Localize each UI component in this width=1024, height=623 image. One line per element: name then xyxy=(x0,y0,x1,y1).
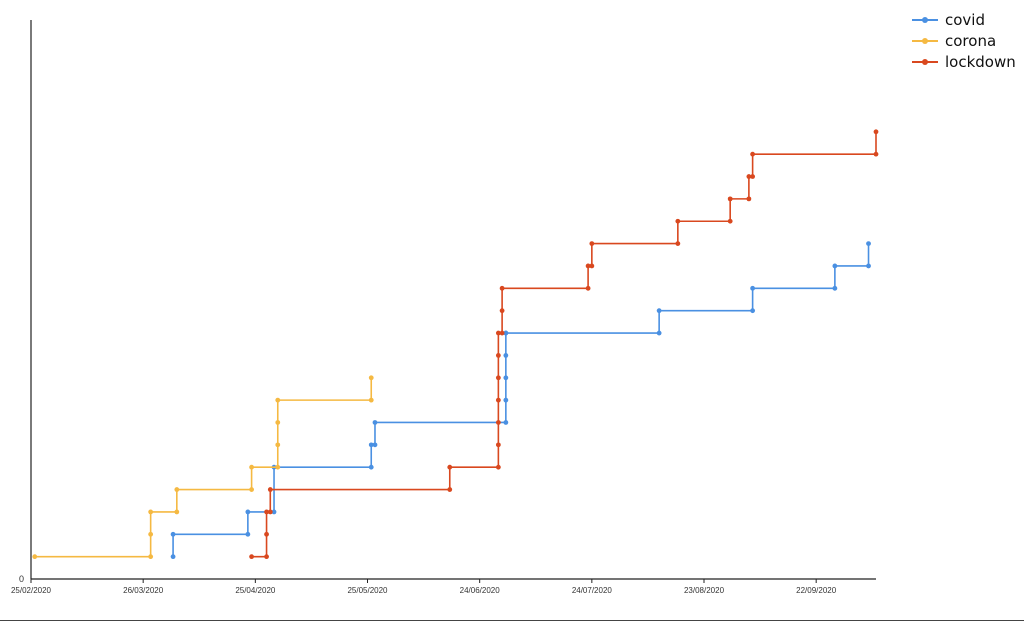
data-point-covid[interactable] xyxy=(170,531,176,537)
data-point-corona[interactable] xyxy=(368,397,374,403)
data-point-corona[interactable] xyxy=(249,464,254,470)
data-point-corona[interactable] xyxy=(148,509,154,515)
data-point-lockdown[interactable] xyxy=(873,129,879,135)
series-layer xyxy=(32,129,879,560)
data-point-lockdown[interactable] xyxy=(589,263,595,269)
y-tick-label-zero: 0 xyxy=(19,574,24,584)
x-tick-label: 26/03/2020 xyxy=(123,586,164,595)
x-tick-label: 25/05/2020 xyxy=(347,586,388,595)
data-point-lockdown[interactable] xyxy=(495,330,501,336)
data-point-lockdown[interactable] xyxy=(495,375,501,381)
data-point-corona[interactable] xyxy=(148,554,154,560)
legend-label-covid: covid xyxy=(945,10,985,29)
data-point-lockdown[interactable] xyxy=(727,196,733,202)
data-point-lockdown[interactable] xyxy=(264,554,269,560)
data-point-lockdown[interactable] xyxy=(499,285,505,291)
legend-label-lockdown: lockdown xyxy=(945,52,1016,71)
legend-swatch-lockdown xyxy=(912,57,938,67)
x-ticks: 25/02/2020 26/03/2020 25/04/2020 25/05/2020… xyxy=(11,579,837,595)
data-point-lockdown[interactable] xyxy=(727,218,733,224)
legend-item-covid[interactable]: covid xyxy=(912,9,1016,30)
data-point-corona[interactable] xyxy=(174,487,180,492)
data-point-corona[interactable] xyxy=(275,464,281,470)
series-line-corona xyxy=(34,377,373,558)
data-point-corona[interactable] xyxy=(275,397,281,403)
series-corona xyxy=(32,375,374,560)
data-point-lockdown[interactable] xyxy=(750,174,756,179)
data-point-covid[interactable] xyxy=(866,263,871,269)
data-point-lockdown[interactable] xyxy=(495,397,501,403)
data-point-lockdown[interactable] xyxy=(447,487,453,492)
data-point-covid[interactable] xyxy=(503,330,509,336)
data-point-lockdown[interactable] xyxy=(750,151,756,157)
data-point-lockdown[interactable] xyxy=(746,174,752,179)
data-point-covid[interactable] xyxy=(866,241,871,247)
data-point-lockdown[interactable] xyxy=(675,241,681,247)
x-tick-label: 24/07/2020 xyxy=(572,586,613,595)
data-point-lockdown[interactable] xyxy=(495,442,501,448)
data-point-covid[interactable] xyxy=(503,420,509,425)
data-point-corona[interactable] xyxy=(368,375,374,381)
x-tick-label: 23/08/2020 xyxy=(684,586,725,595)
data-point-lockdown[interactable] xyxy=(267,487,273,492)
data-point-covid[interactable] xyxy=(245,509,251,515)
data-point-lockdown[interactable] xyxy=(264,531,269,537)
data-point-corona[interactable] xyxy=(275,420,281,425)
x-tick-label: 22/09/2020 xyxy=(796,586,837,595)
legend-swatch-covid xyxy=(912,15,938,25)
data-point-lockdown[interactable] xyxy=(589,241,595,247)
data-point-lockdown[interactable] xyxy=(495,420,501,425)
legend-item-corona[interactable]: corona xyxy=(912,30,1016,51)
data-point-covid[interactable] xyxy=(503,397,509,403)
series-lockdown xyxy=(249,129,879,560)
data-point-lockdown[interactable] xyxy=(264,509,269,515)
data-point-covid[interactable] xyxy=(656,308,662,314)
data-point-lockdown[interactable] xyxy=(675,218,681,224)
data-point-lockdown[interactable] xyxy=(267,509,273,515)
data-point-lockdown[interactable] xyxy=(495,353,501,358)
x-tick-label: 25/02/2020 xyxy=(11,586,52,595)
legend: covid corona lockdown xyxy=(912,9,1016,72)
data-point-covid[interactable] xyxy=(245,531,251,537)
data-point-covid[interactable] xyxy=(503,353,509,358)
data-point-lockdown[interactable] xyxy=(447,464,453,470)
data-point-lockdown[interactable] xyxy=(249,554,254,560)
data-point-covid[interactable] xyxy=(832,263,838,269)
legend-swatch-corona xyxy=(912,36,938,46)
data-point-lockdown[interactable] xyxy=(495,464,501,470)
legend-item-lockdown[interactable]: lockdown xyxy=(912,51,1016,72)
data-point-corona[interactable] xyxy=(275,442,281,448)
x-tick-label: 24/06/2020 xyxy=(460,586,501,595)
data-point-lockdown[interactable] xyxy=(499,330,505,336)
data-point-corona[interactable] xyxy=(148,531,154,537)
data-point-covid[interactable] xyxy=(271,509,277,515)
data-point-lockdown[interactable] xyxy=(585,263,591,269)
legend-label-corona: corona xyxy=(945,31,997,50)
data-point-lockdown[interactable] xyxy=(585,285,591,291)
x-tick-label: 25/04/2020 xyxy=(235,586,276,595)
bottom-rule xyxy=(0,620,1024,621)
data-point-covid[interactable] xyxy=(368,464,374,470)
data-point-corona[interactable] xyxy=(32,554,38,560)
data-point-covid[interactable] xyxy=(170,554,176,560)
data-point-corona[interactable] xyxy=(249,487,254,492)
data-point-lockdown[interactable] xyxy=(746,196,752,202)
data-point-covid[interactable] xyxy=(750,308,756,314)
data-point-covid[interactable] xyxy=(372,442,378,448)
data-point-corona[interactable] xyxy=(174,509,180,515)
data-point-lockdown[interactable] xyxy=(873,151,879,157)
data-point-lockdown[interactable] xyxy=(499,308,505,314)
series-line-lockdown xyxy=(251,131,877,558)
data-point-covid[interactable] xyxy=(372,420,378,425)
data-point-covid[interactable] xyxy=(503,375,509,381)
data-point-covid[interactable] xyxy=(750,285,756,291)
data-point-covid[interactable] xyxy=(832,285,838,291)
data-point-covid[interactable] xyxy=(656,330,662,336)
data-point-covid[interactable] xyxy=(368,442,374,448)
